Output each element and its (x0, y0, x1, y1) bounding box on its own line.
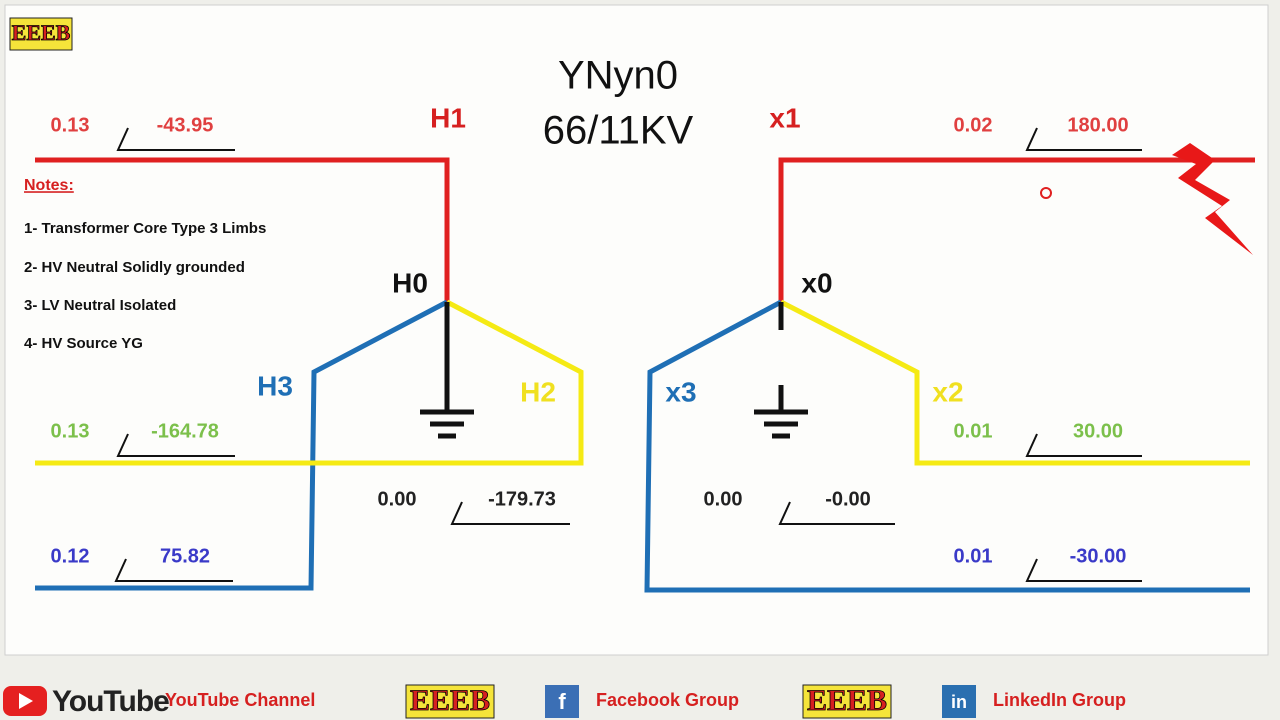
note: 2- HV Neutral Solidly grounded (24, 259, 245, 276)
magnitude: 0.12 (51, 545, 90, 567)
angle-symbol (450, 501, 570, 525)
footer: YouTube YouTube Channel EEEB f Facebook … (3, 683, 1126, 719)
hv-label: H3 (257, 370, 293, 401)
lv-winding (644, 157, 1255, 593)
linkedin-icon (942, 685, 976, 718)
logo-box (802, 684, 892, 719)
angle: -43.95 (157, 114, 214, 136)
fault-symbol (1172, 143, 1253, 255)
angle: -30.00 (1070, 545, 1127, 567)
hv-winding (35, 157, 584, 591)
title-line: 66/11KV (543, 109, 694, 153)
angle: -164.78 (151, 420, 219, 442)
youtube-wordmark: YouTube (52, 685, 169, 718)
magnitude: 0.00 (704, 488, 743, 510)
angle-symbol (778, 501, 895, 525)
angle-symbol (114, 558, 233, 582)
logo-box (9, 17, 73, 51)
logo: EEEB (807, 684, 887, 717)
logo-box (405, 684, 495, 719)
magnitude: 0.13 (51, 420, 90, 442)
cursor (1040, 187, 1052, 199)
facebook-link[interactable]: Facebook Group (596, 690, 739, 710)
hv-label: H2 (520, 376, 556, 407)
hv-label: H0 (392, 267, 428, 298)
magnitude: 0.01 (954, 545, 993, 567)
diagram-panel (4, 4, 1269, 656)
linkedin-icon-text: in (951, 692, 967, 712)
title-line: YNyn0 (558, 54, 678, 98)
angle-symbol (116, 433, 235, 457)
readings: 0.13 -43.95 0.13 -164.78 0.12 75.82 0.00 -179.7… (51, 114, 1142, 582)
angle-symbol (116, 127, 235, 151)
facebook-icon-text: f (558, 689, 566, 714)
angle: -0.00 (825, 488, 871, 510)
note: 4- HV Source YG (24, 335, 143, 352)
youtube-link[interactable]: YouTube Channel (165, 690, 315, 710)
hv-label: H1 (430, 102, 466, 133)
linkedin-link[interactable]: LinkedIn Group (993, 690, 1126, 710)
logo: EEEB (410, 684, 490, 717)
notes-heading: Notes: (24, 177, 74, 194)
magnitude: 0.01 (954, 420, 993, 442)
lv-label: x3 (665, 376, 696, 407)
angle: 180.00 (1067, 114, 1128, 136)
magnitude: 0.00 (378, 488, 417, 510)
note: 1- Transformer Core Type 3 Limbs (24, 220, 266, 237)
lv-label: x0 (801, 267, 832, 298)
angle-symbol (1025, 433, 1142, 457)
logo: EEEB (12, 20, 71, 45)
lv-label: x1 (769, 102, 800, 133)
facebook-icon (545, 685, 579, 718)
angle: 30.00 (1073, 420, 1123, 442)
angle: 75.82 (160, 545, 210, 567)
angle-symbol (1025, 558, 1142, 582)
magnitude: 0.02 (954, 114, 993, 136)
youtube-play (19, 693, 33, 709)
lv-label: x2 (932, 376, 963, 407)
angle: -179.73 (488, 488, 556, 510)
angle-symbol (1025, 127, 1142, 151)
note: 3- LV Neutral Isolated (24, 297, 176, 314)
magnitude: 0.13 (51, 114, 90, 136)
